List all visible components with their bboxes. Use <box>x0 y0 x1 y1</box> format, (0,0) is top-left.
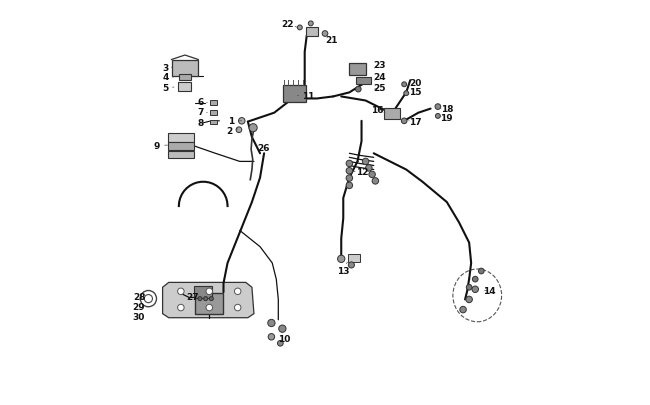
Text: 28: 28 <box>133 292 146 301</box>
Circle shape <box>278 341 283 346</box>
Text: 4: 4 <box>162 73 168 82</box>
Circle shape <box>346 168 352 175</box>
Circle shape <box>473 277 478 282</box>
Bar <box>306 28 318 37</box>
Text: 5: 5 <box>162 83 168 92</box>
Bar <box>210 121 216 125</box>
Text: 26: 26 <box>257 143 270 152</box>
Text: 22: 22 <box>281 20 294 29</box>
Bar <box>196 294 223 314</box>
Text: 24: 24 <box>374 73 386 82</box>
Text: 3: 3 <box>162 64 168 72</box>
Polygon shape <box>162 283 254 318</box>
Bar <box>179 75 190 81</box>
Circle shape <box>472 286 478 293</box>
Circle shape <box>177 305 184 311</box>
Text: 21: 21 <box>325 36 338 45</box>
Text: 7: 7 <box>197 108 203 117</box>
Bar <box>348 255 360 262</box>
Text: 29: 29 <box>133 302 146 311</box>
Bar <box>172 61 198 77</box>
Circle shape <box>401 119 407 124</box>
Text: 12: 12 <box>356 168 369 177</box>
Circle shape <box>404 92 409 96</box>
Text: 14: 14 <box>483 286 495 295</box>
Circle shape <box>435 104 441 110</box>
Circle shape <box>249 124 257 132</box>
Circle shape <box>365 165 372 172</box>
Circle shape <box>322 32 328 37</box>
Bar <box>210 101 217 106</box>
Text: 6: 6 <box>197 98 203 107</box>
Bar <box>283 85 306 102</box>
Circle shape <box>356 87 361 93</box>
Circle shape <box>268 334 275 340</box>
Text: 8: 8 <box>197 118 203 127</box>
Circle shape <box>279 325 286 333</box>
Circle shape <box>209 297 213 301</box>
Circle shape <box>235 305 241 311</box>
Circle shape <box>177 288 184 295</box>
Text: 19: 19 <box>441 114 453 123</box>
Text: 2: 2 <box>226 127 233 136</box>
Circle shape <box>298 26 302 31</box>
Circle shape <box>348 262 354 269</box>
Text: 17: 17 <box>409 118 421 127</box>
Bar <box>168 133 194 142</box>
Bar <box>210 111 217 116</box>
Text: 25: 25 <box>374 84 386 93</box>
Circle shape <box>346 183 352 189</box>
Text: 11: 11 <box>302 92 314 101</box>
Text: 10: 10 <box>278 334 291 343</box>
Bar <box>384 109 400 120</box>
Bar <box>179 83 192 92</box>
Text: 23: 23 <box>374 61 386 70</box>
Text: 15: 15 <box>409 88 421 97</box>
Circle shape <box>436 114 440 119</box>
Text: 27: 27 <box>187 292 200 301</box>
Circle shape <box>466 296 473 303</box>
Text: 30: 30 <box>133 312 145 321</box>
Bar <box>356 77 370 85</box>
Circle shape <box>337 256 345 263</box>
Text: 20: 20 <box>409 79 421 87</box>
Circle shape <box>206 288 213 295</box>
Circle shape <box>460 307 466 313</box>
Bar <box>194 286 213 298</box>
Circle shape <box>206 305 213 311</box>
Circle shape <box>466 285 472 290</box>
Text: 16: 16 <box>372 106 384 115</box>
Bar <box>168 142 194 151</box>
Text: 18: 18 <box>441 105 453 114</box>
Circle shape <box>308 22 313 27</box>
Text: 1: 1 <box>229 117 235 126</box>
Circle shape <box>362 159 369 165</box>
Text: 13: 13 <box>337 266 350 275</box>
Circle shape <box>268 320 275 327</box>
Circle shape <box>372 178 378 185</box>
Bar <box>168 151 194 159</box>
Circle shape <box>346 175 352 182</box>
Circle shape <box>402 83 407 87</box>
Circle shape <box>198 297 202 301</box>
Circle shape <box>236 128 242 133</box>
Bar <box>349 64 366 75</box>
Circle shape <box>478 269 484 274</box>
Circle shape <box>346 161 352 167</box>
Text: 9: 9 <box>153 141 160 150</box>
Circle shape <box>239 118 245 125</box>
Circle shape <box>369 172 375 178</box>
Circle shape <box>203 297 207 301</box>
Circle shape <box>235 288 241 295</box>
